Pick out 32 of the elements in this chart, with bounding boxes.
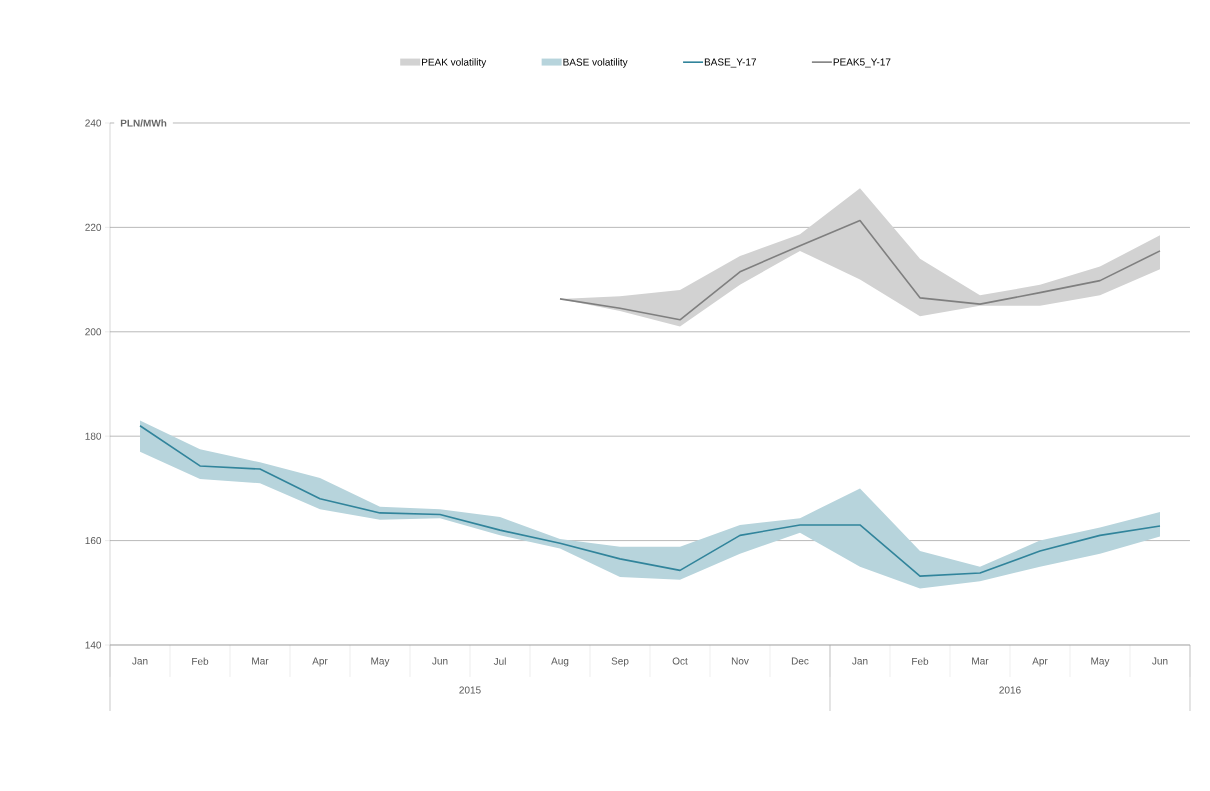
x-tick-label: Mar [252,657,269,665]
y-tick-label: 240 [85,119,102,127]
y-tick-label: 160 [85,537,102,545]
x-tick-label: Jan [132,657,148,665]
x-tick-label: Sep [611,657,629,667]
text: BASE volatility [563,58,628,68]
x-tick-label: Oct [672,657,688,665]
x-tick-label: Mar [972,657,989,665]
x-tick-label: Dec [791,657,809,665]
text: PEAK volatility [422,58,487,68]
y-tick-label: 140 [85,641,102,649]
legend-label: PEAK5_Y-17 [833,58,891,68]
text: 2015 [459,686,481,694]
x-tick-label: Nov [731,657,749,665]
line-series [559,219,1161,321]
y-axis-title: PLN/MWh [120,119,167,127]
x-tick-label: Feb [912,657,929,665]
x-tick-label: May [371,657,390,667]
x-tick-label: Jul [493,657,506,665]
text: 2016 [999,686,1021,694]
x-tick-label: May [1091,657,1110,667]
x-tick-label: Apr [312,657,328,667]
x-tick-label: Jun [1152,657,1168,665]
x-tick-label: Jan [852,657,868,665]
x-tick-label: Jun [432,657,448,665]
x-tick-label: Aug [551,657,569,667]
y-tick-label: 200 [85,328,102,336]
x-tick-label: Feb [192,657,209,665]
legend-label: BASE_Y-17 [704,58,757,68]
y-tick-label: 180 [85,432,102,440]
x-tick-label: Apr [1032,657,1048,667]
y-tick-label: 220 [85,223,102,231]
